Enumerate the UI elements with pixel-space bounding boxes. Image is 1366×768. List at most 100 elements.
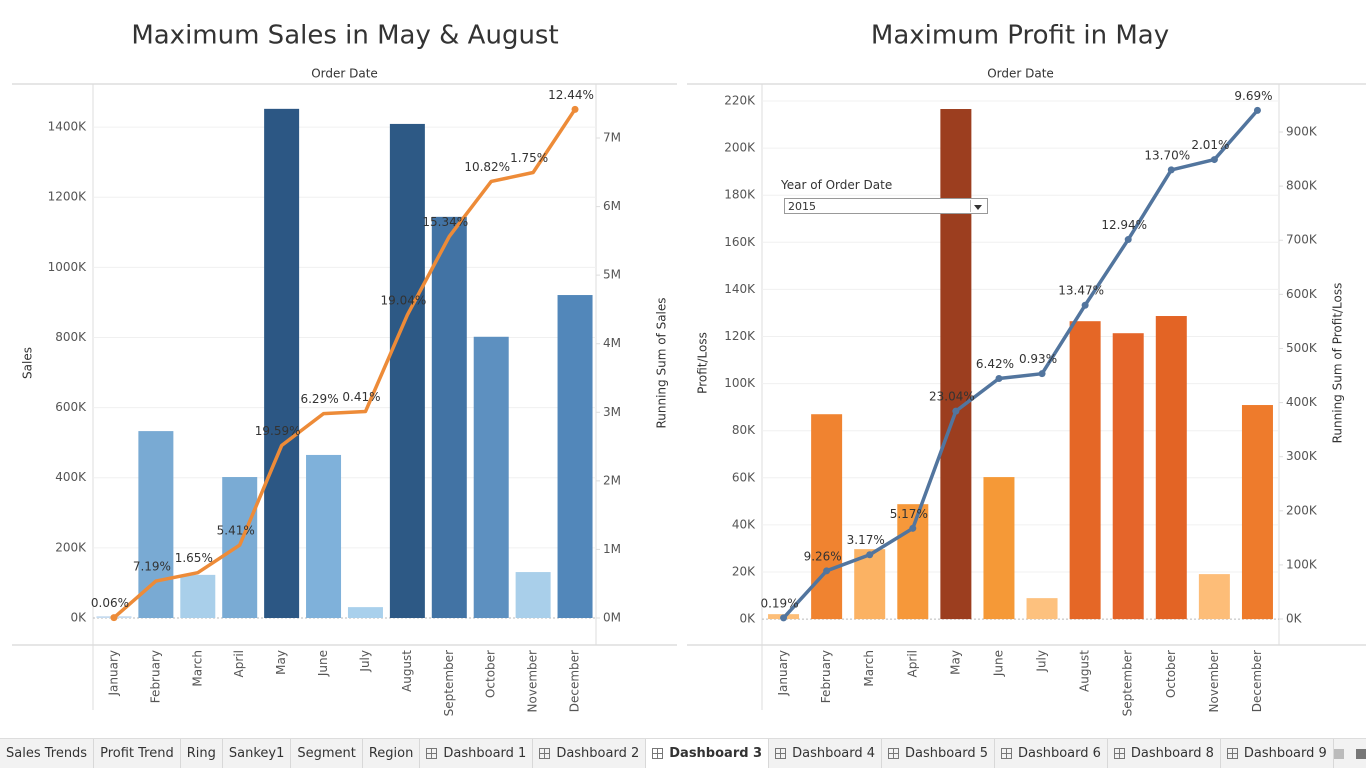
y-tick-label: 20K: [732, 564, 756, 578]
point-label: 6.42%: [976, 357, 1014, 371]
nav-button[interactable]: [1355, 748, 1366, 759]
y-tick-label: 200K: [55, 540, 87, 554]
y2-tick-label: 300K: [1286, 449, 1318, 463]
point-label: 12.94%: [1101, 218, 1147, 232]
y-axis-title: Profit/Loss: [696, 332, 710, 394]
tab[interactable]: Dashboard 5: [882, 739, 995, 768]
x-tick-label: April: [905, 650, 919, 677]
bar: [983, 477, 1015, 620]
bar: [897, 504, 929, 620]
running-sum-line: [782, 109, 1259, 620]
filter-dropdown[interactable]: 2015: [784, 198, 988, 214]
tab[interactable]: Dashboard 9: [1221, 739, 1334, 768]
x-tick-label: November: [1207, 650, 1221, 712]
tab[interactable]: Dashboard 8: [1108, 739, 1221, 768]
line-point: [995, 375, 1003, 383]
tab-label: Dashboard 1: [443, 746, 527, 761]
y2-tick-label: 500K: [1286, 341, 1318, 355]
bar: [854, 549, 886, 620]
tab[interactable]: Dashboard 2: [533, 739, 647, 768]
bar: [811, 414, 843, 620]
tab[interactable]: Dashboard 1: [420, 739, 534, 768]
x-tick-label: October: [1164, 650, 1178, 698]
nav-button[interactable]: [1333, 748, 1344, 759]
x-tick-label: November: [526, 650, 540, 712]
running-sum-line: [112, 108, 577, 619]
tab[interactable]: Segment: [291, 739, 363, 768]
y2-tick-label: 0M: [603, 610, 621, 624]
x-tick-label: May: [274, 650, 288, 675]
tab[interactable]: Profit Trend: [94, 739, 181, 768]
tab[interactable]: Dashboard 3: [646, 739, 770, 768]
bar: [347, 607, 383, 618]
x-tick-label: August: [1078, 650, 1092, 692]
bar: [264, 108, 300, 618]
filter-label: Year of Order Date: [781, 178, 893, 192]
y2-tick-label: 100K: [1286, 557, 1318, 571]
x-tick-label: February: [819, 650, 833, 703]
y2-axis-title: Running Sum of Sales: [655, 297, 669, 428]
point-label: 19.59%: [255, 424, 301, 438]
chart-title: Maximum Profit in May: [871, 21, 1169, 51]
y-tick-label: 800K: [55, 330, 87, 344]
tab[interactable]: Dashboard 4: [769, 739, 883, 768]
y-tick-label: 1200K: [48, 190, 88, 204]
x-tick-label: February: [148, 650, 162, 703]
y-tick-label: 220K: [724, 94, 756, 108]
tab[interactable]: Sankey1: [223, 739, 292, 768]
line-point: [909, 524, 917, 532]
y-tick-label: 0K: [739, 612, 756, 626]
line-point: [1124, 236, 1132, 244]
tab[interactable]: Sales Trends: [0, 739, 95, 768]
point-label: 1.65%: [175, 551, 213, 565]
point-label: 12.44%: [548, 88, 594, 102]
x-tick-label: July: [1035, 650, 1049, 673]
y2-tick-label: 0K: [1286, 612, 1303, 626]
y-tick-label: 1000K: [48, 260, 88, 274]
x-tick-label: May: [948, 650, 962, 675]
bar: [389, 123, 425, 618]
y-tick-label: 0K: [70, 610, 87, 624]
y-tick-label: 160K: [724, 235, 756, 249]
x-tick-label: July: [358, 650, 372, 673]
y2-tick-label: 6M: [603, 199, 621, 213]
tab[interactable]: Ring: [181, 739, 223, 768]
line-point: [866, 551, 874, 559]
tab-label: Dashboard 9: [1243, 746, 1327, 761]
y2-tick-label: 600K: [1286, 287, 1318, 301]
point-label: 3.17%: [847, 533, 885, 547]
y2-tick-label: 7M: [603, 131, 621, 145]
line-point: [1081, 301, 1089, 309]
bar: [1198, 574, 1230, 620]
point-label: 1.75%: [510, 151, 548, 165]
tab[interactable]: Region: [363, 739, 421, 768]
tab-label: Dashboard 3: [669, 746, 763, 761]
column-header: Order Date: [311, 67, 378, 81]
line-point: [823, 567, 831, 575]
point-label: 23.04%: [929, 390, 975, 404]
y2-tick-label: 1M: [603, 542, 621, 556]
point-label: 13.47%: [1058, 284, 1104, 298]
tab[interactable]: Dashboard 6: [995, 739, 1108, 768]
point-label: 0.41%: [342, 390, 380, 404]
point-label: 9.69%: [1234, 89, 1272, 103]
tab-label: Dashboard 2: [556, 746, 640, 761]
y-tick-label: 600K: [55, 400, 87, 414]
x-tick-label: April: [232, 650, 246, 677]
bar: [138, 431, 174, 618]
x-tick-label: June: [991, 650, 1005, 677]
x-tick-label: January: [776, 650, 790, 697]
y-axis-title: Sales: [21, 347, 35, 379]
y2-tick-label: 200K: [1286, 503, 1318, 517]
line-point: [1253, 106, 1261, 114]
bar: [1069, 321, 1101, 620]
y2-axis-title: Running Sum of Profit/Loss: [1331, 283, 1345, 444]
y2-tick-label: 4M: [603, 336, 621, 350]
point-label: 15.34%: [422, 215, 468, 229]
bar: [940, 109, 972, 620]
line-point: [780, 614, 788, 622]
x-tick-label: June: [316, 650, 330, 677]
point-label: 5.17%: [890, 507, 928, 521]
tab-label: Dashboard 8: [1130, 746, 1214, 761]
point-label: 2.01%: [1191, 138, 1229, 152]
